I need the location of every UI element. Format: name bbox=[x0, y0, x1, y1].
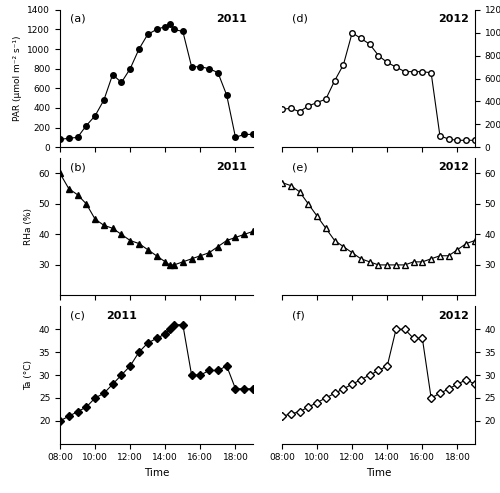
X-axis label: Time: Time bbox=[366, 468, 391, 478]
Y-axis label: RHa (%): RHa (%) bbox=[24, 208, 33, 246]
Text: (e): (e) bbox=[292, 162, 308, 172]
Text: (c): (c) bbox=[70, 311, 84, 320]
Text: 2011: 2011 bbox=[216, 162, 247, 172]
X-axis label: Time: Time bbox=[144, 468, 169, 478]
Text: 2012: 2012 bbox=[438, 311, 469, 320]
Text: 2012: 2012 bbox=[438, 162, 469, 172]
Text: 2011: 2011 bbox=[106, 311, 137, 320]
Text: (f): (f) bbox=[292, 311, 304, 320]
Y-axis label: Ta (°C): Ta (°C) bbox=[24, 360, 33, 390]
Y-axis label: PAR (μmol m⁻² s⁻¹): PAR (μmol m⁻² s⁻¹) bbox=[12, 36, 22, 121]
Text: (a): (a) bbox=[70, 14, 86, 24]
Text: 2012: 2012 bbox=[438, 14, 469, 24]
Text: 2011: 2011 bbox=[216, 14, 247, 24]
Text: (d): (d) bbox=[292, 14, 308, 24]
Text: (b): (b) bbox=[70, 162, 86, 172]
